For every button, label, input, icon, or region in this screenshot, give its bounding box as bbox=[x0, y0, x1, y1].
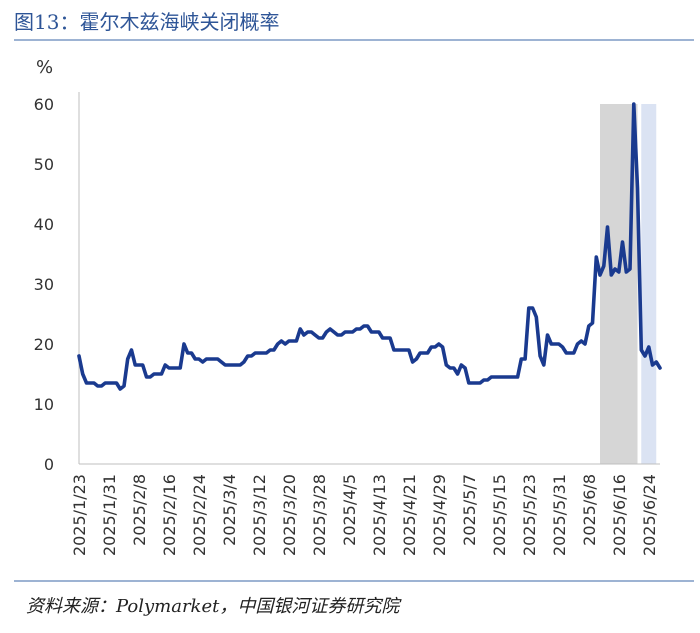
y-tick-label: 0 bbox=[44, 455, 54, 474]
x-tick-label: 2025/1/23 bbox=[70, 474, 89, 556]
title-rule bbox=[14, 39, 694, 41]
x-tick-label: 2025/5/23 bbox=[520, 474, 539, 556]
series-line bbox=[77, 102, 662, 391]
y-tick-label: 20 bbox=[34, 335, 54, 354]
line-chart: 0 10 20 30 40 50 60 2025/1/23 2025/1/31 2025/2/8… bbox=[34, 57, 662, 556]
x-tick-label: 2025/5/31 bbox=[550, 474, 569, 556]
y-tick-label: 40 bbox=[34, 215, 54, 234]
chart-title: 图13：霍尔木兹海峡关闭概率 bbox=[14, 10, 280, 34]
x-tick-label: 2025/6/8 bbox=[580, 474, 599, 546]
x-tick-label: 2025/6/16 bbox=[610, 474, 629, 556]
source-rule bbox=[14, 580, 694, 582]
y-unit-label: % bbox=[36, 57, 53, 78]
shaded-region-blue bbox=[641, 104, 657, 464]
x-tick-label: 2025/5/7 bbox=[460, 474, 479, 546]
x-tick-label: 2025/3/28 bbox=[310, 474, 329, 556]
y-tick-label: 50 bbox=[34, 155, 54, 174]
x-tick-label: 2025/4/29 bbox=[430, 474, 449, 556]
x-tick-label: 2025/3/12 bbox=[250, 474, 269, 556]
x-tick-label: 2025/4/13 bbox=[370, 474, 389, 556]
shaded-regions bbox=[600, 104, 657, 464]
y-tick-label: 60 bbox=[34, 95, 54, 114]
x-tick-label: 2025/4/21 bbox=[400, 474, 419, 556]
y-tick-label: 10 bbox=[34, 395, 54, 414]
x-tick-label: 2025/3/4 bbox=[220, 474, 239, 546]
source-note: 资料来源：Polymarket，中国银河证券研究院 bbox=[26, 596, 400, 617]
x-tick-label: 2025/2/24 bbox=[190, 474, 209, 556]
x-tick-label: 2025/2/8 bbox=[130, 474, 149, 546]
y-tick-labels: 0 10 20 30 40 50 60 bbox=[34, 95, 54, 474]
x-tick-label: 2025/5/15 bbox=[490, 474, 509, 556]
x-tick-label: 2025/6/24 bbox=[640, 474, 659, 556]
x-tick-labels: 2025/1/23 2025/1/31 2025/2/8 2025/2/16 2025/… bbox=[70, 474, 659, 556]
x-tick-label: 2025/4/5 bbox=[340, 474, 359, 546]
x-tick-label: 2025/1/31 bbox=[100, 474, 119, 556]
y-tick-label: 30 bbox=[34, 275, 54, 294]
chart-axes bbox=[78, 92, 660, 465]
x-tick-label: 2025/3/20 bbox=[280, 474, 299, 556]
x-tick-label: 2025/2/16 bbox=[160, 474, 179, 556]
